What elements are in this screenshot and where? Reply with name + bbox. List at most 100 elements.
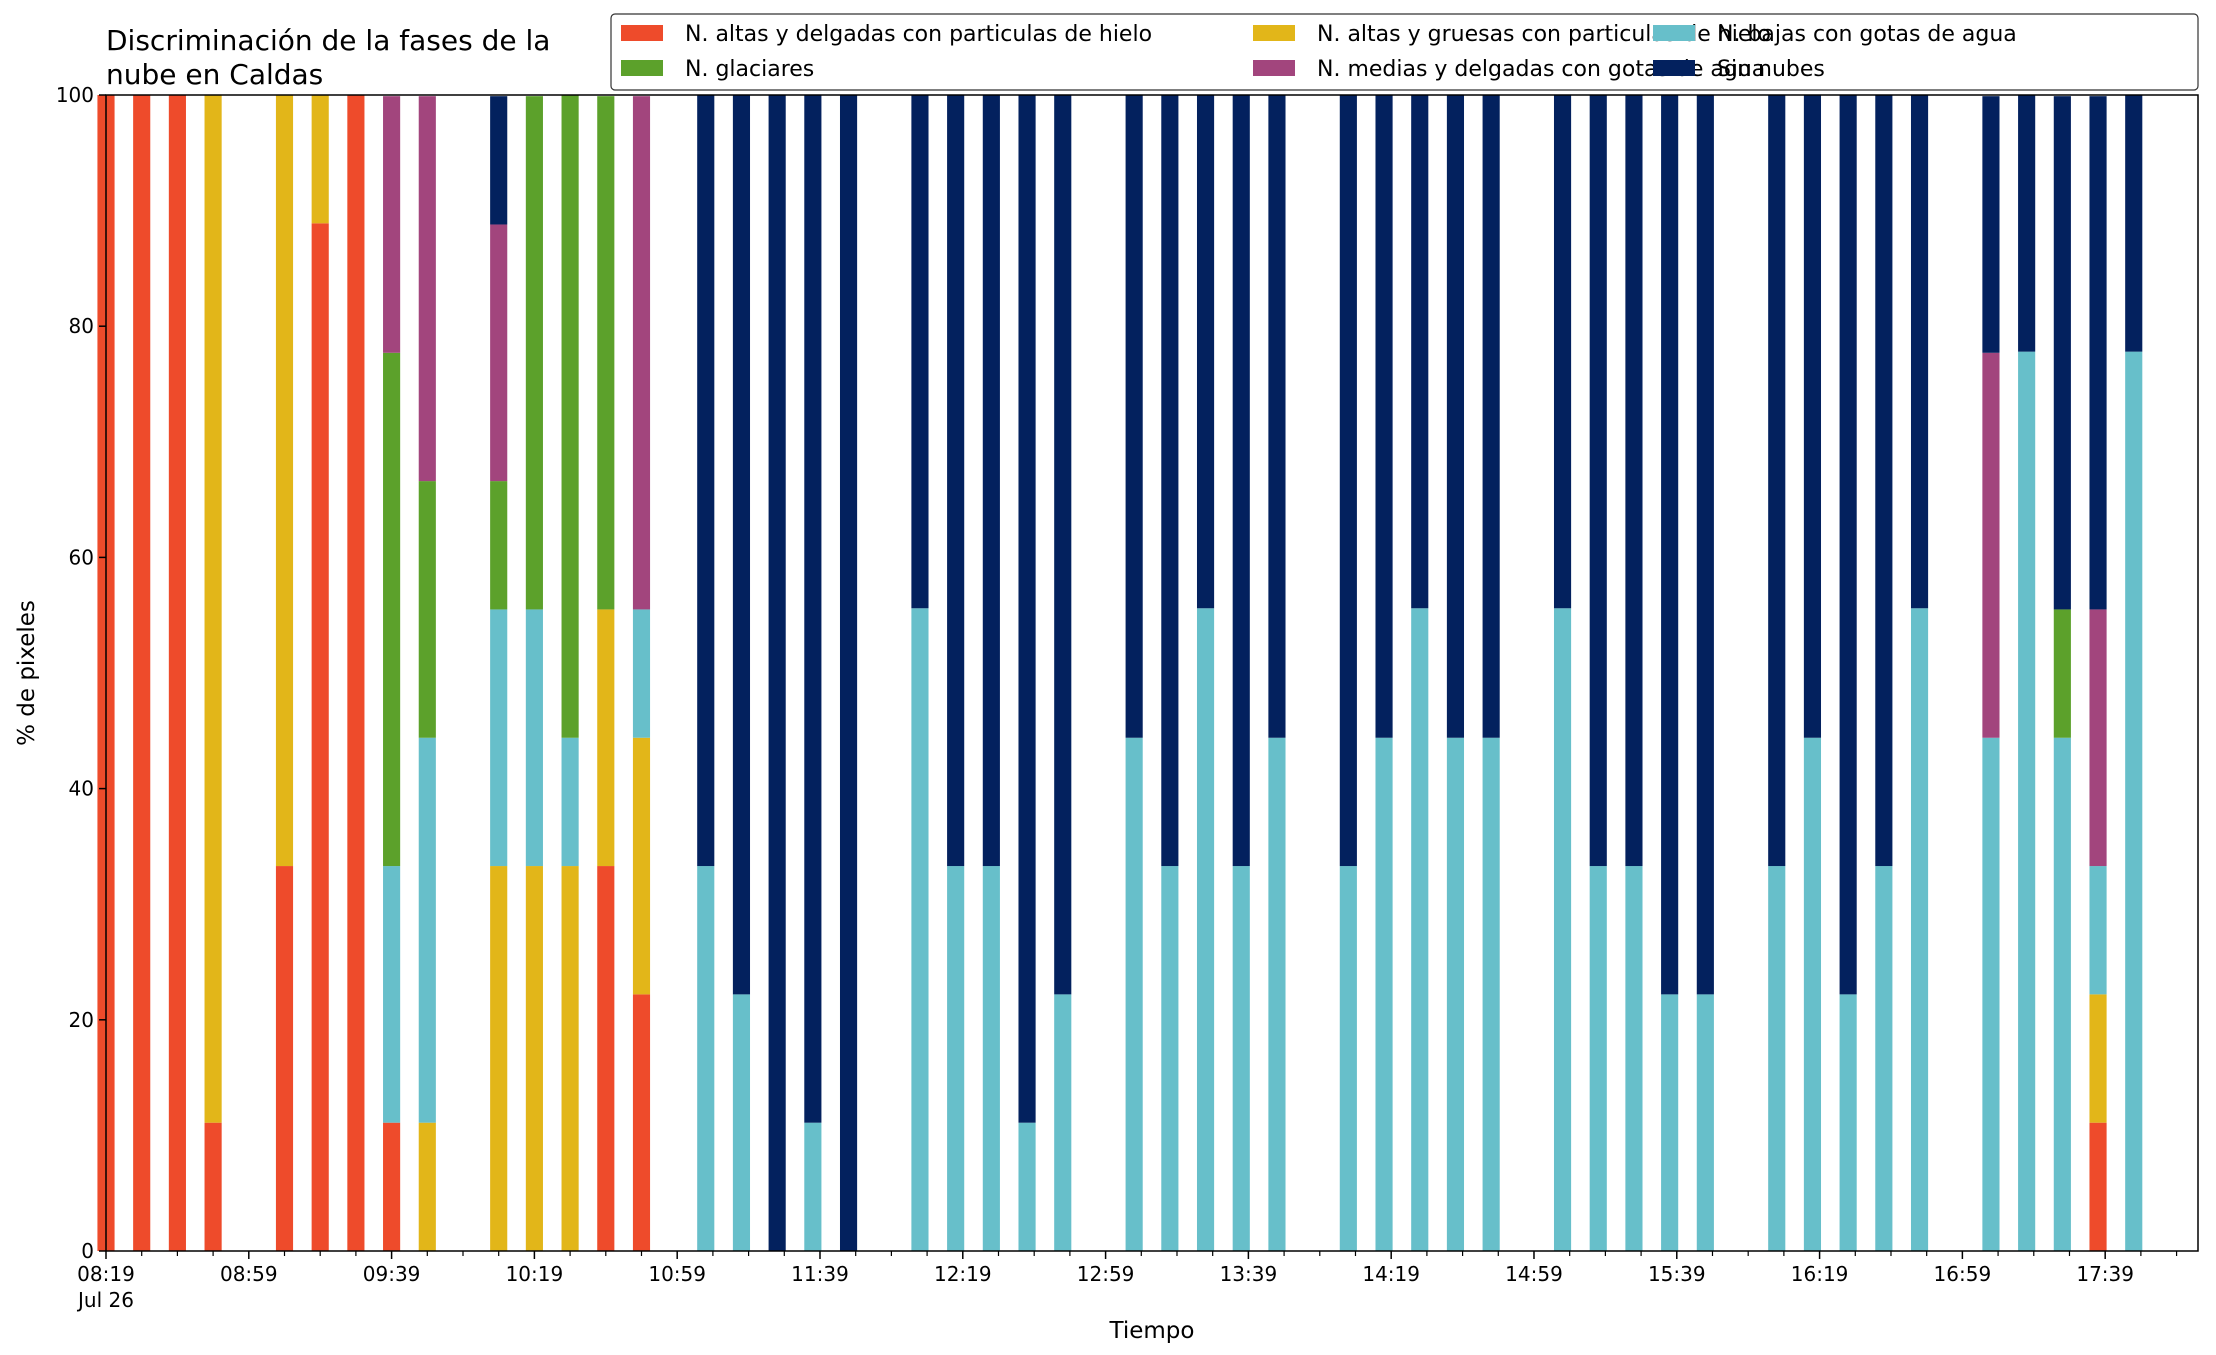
bar-1437-sin-nubes	[1446, 95, 1465, 738]
y-tick-label-60: 60	[69, 545, 94, 569]
bar-1217-sin-nubes	[947, 95, 965, 867]
x-tick-label-1059: 10:59	[648, 1262, 706, 1286]
x-tick-label-1219: 12:19	[934, 1262, 992, 1286]
bar-1137-n-bajas-con-gotas-de-agua	[804, 1122, 822, 1251]
bar-0919-n-altas-y-gruesas-con-particulas-de-hielo	[311, 95, 329, 224]
bar-0939-n-glaciares	[383, 352, 401, 867]
bar-1627-n-bajas-con-gotas-de-agua	[1839, 994, 1857, 1251]
bar-1117-n-bajas-con-gotas-de-agua	[732, 994, 751, 1251]
legend-box	[610, 13, 2199, 91]
bar-1727-sin-nubes	[2053, 96, 2071, 610]
bar-1747-sin-nubes	[2125, 95, 2143, 352]
bar-1707-sin-nubes	[1982, 96, 2000, 353]
legend: N. altas y delgadas con particulas de hi…	[610, 13, 2199, 91]
bar-1607-n-bajas-con-gotas-de-agua	[1768, 866, 1786, 1251]
bar-1117-sin-nubes	[732, 95, 751, 995]
bar-1737-n-altas-y-delgadas-con-particulas-de-hielo	[2089, 1122, 2107, 1251]
bar-1237-sin-nubes	[1018, 95, 1036, 1123]
x-axis-label: Tiempo	[1109, 1318, 1195, 1344]
bar-1039-n-altas-y-gruesas-con-particulas-de-hielo	[597, 609, 615, 867]
x-tick-date-label: Jul 26	[76, 1288, 134, 1312]
bar-1019-n-glaciares	[525, 96, 543, 610]
bar-1727-n-glaciares	[2053, 609, 2071, 738]
chart-title-line-1: Discriminación de la fases de la	[106, 24, 550, 57]
x-tick-label-1259: 12:59	[1077, 1262, 1135, 1286]
bar-1717-n-bajas-con-gotas-de-agua	[2018, 351, 2036, 1252]
bar-1107-n-bajas-con-gotas-de-agua	[697, 866, 715, 1251]
legend-label-n-medias-y-delgadas-con-gotas-de-agua: N. medias y delgadas con gotas de agua	[1317, 57, 1765, 82]
legend-label-n-bajas-con-gotas-de-agua: N. bajas con gotas de agua	[1717, 22, 2017, 47]
bar-1607-sin-nubes	[1768, 95, 1786, 867]
bar-1049-n-altas-y-delgadas-con-particulas-de-hielo	[632, 994, 651, 1251]
bar-1707-n-bajas-con-gotas-de-agua	[1982, 737, 2000, 1251]
bar-1307-n-bajas-con-gotas-de-agua	[1125, 737, 1143, 1251]
bar-1049-n-bajas-con-gotas-de-agua	[632, 609, 651, 738]
bar-1227-n-bajas-con-gotas-de-agua	[982, 866, 1000, 1251]
legend-swatch-n-bajas-con-gotas-de-agua	[1653, 25, 1695, 41]
bar-1637-n-bajas-con-gotas-de-agua	[1875, 866, 1893, 1251]
x-tick-label-1139: 11:39	[791, 1262, 849, 1286]
bar-0929-n-altas-y-delgadas-con-particulas-de-hielo	[347, 95, 365, 1251]
bar-1547-sin-nubes	[1696, 95, 1714, 995]
bar-1547-n-bajas-con-gotas-de-agua	[1696, 994, 1714, 1251]
legend-swatch-n-altas-y-gruesas-con-particulas-de-hielo	[1253, 25, 1295, 41]
y-axis-label: % de pixeles	[14, 600, 40, 746]
bar-1747-n-bajas-con-gotas-de-agua	[2125, 351, 2143, 1252]
bar-1637-sin-nubes	[1875, 95, 1893, 867]
bar-0939-n-medias-y-delgadas-con-gotas-de-agua	[383, 96, 401, 353]
bar-1247-n-bajas-con-gotas-de-agua	[1054, 994, 1072, 1251]
bar-1217-n-bajas-con-gotas-de-agua	[947, 866, 965, 1251]
bar-1009-n-glaciares	[490, 481, 508, 610]
legend-swatch-n-glaciares	[621, 60, 663, 76]
y-axis: 0 20 40 60 80 100	[56, 83, 106, 1263]
bar-1717-sin-nubes	[2018, 95, 2036, 352]
bar-1127-sin-nubes	[768, 95, 786, 1251]
bar-0849-n-altas-y-gruesas-con-particulas-de-hielo	[204, 95, 222, 1123]
bar-1417-n-bajas-con-gotas-de-agua	[1375, 737, 1393, 1251]
x-tick-label-1539: 15:39	[1648, 1262, 1706, 1286]
bar-1737-sin-nubes	[2089, 96, 2107, 610]
x-tick-label-0859: 08:59	[220, 1262, 278, 1286]
bar-0949-n-altas-y-gruesas-con-particulas-de-hielo	[418, 1122, 436, 1251]
bar-1407-sin-nubes	[1339, 95, 1357, 867]
bar-1347-sin-nubes	[1268, 95, 1286, 738]
bar-1237-n-bajas-con-gotas-de-agua	[1018, 1122, 1036, 1251]
bar-1227-sin-nubes	[982, 95, 1000, 867]
bar-0939-n-altas-y-delgadas-con-particulas-de-hielo	[383, 1122, 401, 1251]
x-tick-label-1459: 14:59	[1505, 1262, 1563, 1286]
y-tick-label-20: 20	[69, 1008, 94, 1032]
bar-1147-sin-nubes	[839, 95, 858, 1251]
bar-0839-n-altas-y-delgadas-con-particulas-de-hielo	[168, 95, 186, 1251]
bar-1317-sin-nubes	[1161, 95, 1179, 867]
bar-0849-n-altas-y-delgadas-con-particulas-de-hielo	[204, 1122, 222, 1251]
legend-swatch-sin-nubes	[1653, 60, 1695, 76]
x-tick-label-0939: 09:39	[363, 1262, 421, 1286]
bar-1337-sin-nubes	[1232, 95, 1250, 867]
bar-1317-n-bajas-con-gotas-de-agua	[1161, 866, 1179, 1251]
legend-swatch-n-altas-y-delgadas-con-particulas-de-hielo	[621, 25, 663, 41]
legend-swatch-n-medias-y-delgadas-con-gotas-de-agua	[1253, 60, 1295, 76]
bar-0919-n-altas-y-delgadas-con-particulas-de-hielo	[311, 223, 329, 1251]
y-tick-label-40: 40	[69, 777, 94, 801]
bar-1537-sin-nubes	[1661, 95, 1679, 995]
bar-1347-n-bajas-con-gotas-de-agua	[1268, 737, 1286, 1251]
bar-1737-n-bajas-con-gotas-de-agua	[2089, 866, 2107, 995]
bar-1029-n-glaciares	[561, 95, 579, 738]
y-tick-label-100: 100	[56, 83, 94, 107]
bar-1107-sin-nubes	[697, 95, 715, 867]
bar-1009-n-medias-y-delgadas-con-gotas-de-agua	[490, 224, 508, 482]
bar-1617-sin-nubes	[1803, 95, 1822, 738]
bars-layer	[97, 95, 2143, 1252]
bar-1019-n-altas-y-gruesas-con-particulas-de-hielo	[525, 866, 543, 1251]
bar-1009-n-bajas-con-gotas-de-agua	[490, 609, 508, 867]
bar-1407-n-bajas-con-gotas-de-agua	[1339, 866, 1357, 1251]
bar-1737-n-altas-y-gruesas-con-particulas-de-hielo	[2089, 994, 2107, 1123]
bar-1737-n-medias-y-delgadas-con-gotas-de-agua	[2089, 609, 2107, 867]
x-tick-label-0819: 08:19	[77, 1262, 135, 1286]
bar-1019-n-bajas-con-gotas-de-agua	[525, 609, 543, 867]
legend-label-n-glaciares: N. glaciares	[685, 57, 814, 82]
bar-1427-sin-nubes	[1411, 95, 1429, 609]
bar-1009-n-altas-y-gruesas-con-particulas-de-hielo	[490, 866, 508, 1251]
